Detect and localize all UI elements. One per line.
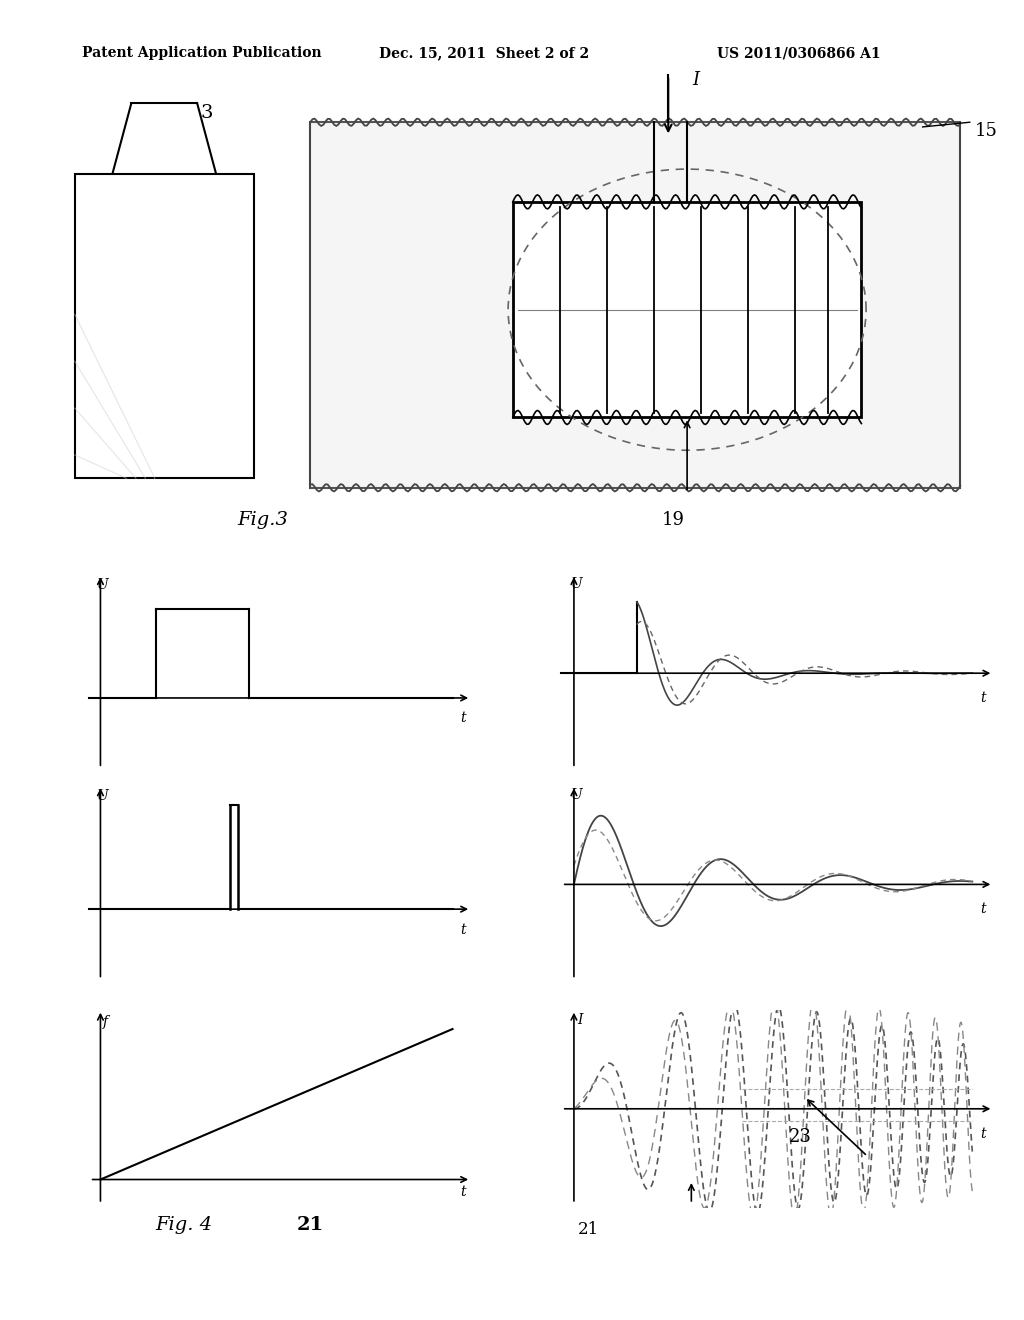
Text: 3: 3 <box>201 103 213 121</box>
Text: Fig.3: Fig.3 <box>238 511 289 529</box>
Text: I: I <box>692 71 699 88</box>
Bar <box>75 174 254 478</box>
Text: Dec. 15, 2011  Sheet 2 of 2: Dec. 15, 2011 Sheet 2 of 2 <box>379 46 589 61</box>
Text: U: U <box>96 789 109 803</box>
Text: I: I <box>578 1012 583 1027</box>
Bar <box>310 123 961 488</box>
Text: t: t <box>460 711 466 725</box>
Text: 21: 21 <box>579 1221 599 1238</box>
Text: 15: 15 <box>975 123 997 140</box>
Text: t: t <box>981 692 986 705</box>
Text: 19: 19 <box>662 511 684 529</box>
Text: Patent Application Publication: Patent Application Publication <box>82 46 322 61</box>
Text: Fig. 4: Fig. 4 <box>156 1216 213 1234</box>
Text: U: U <box>571 577 583 591</box>
Text: t: t <box>460 923 466 936</box>
Text: U: U <box>96 578 109 591</box>
Text: 23: 23 <box>788 1127 811 1146</box>
Text: U: U <box>571 788 583 803</box>
Text: t: t <box>981 903 986 916</box>
Text: f: f <box>103 1015 109 1028</box>
Text: 21: 21 <box>297 1216 325 1234</box>
Text: US 2011/0306866 A1: US 2011/0306866 A1 <box>717 46 881 61</box>
Text: t: t <box>460 1184 466 1199</box>
Text: t: t <box>981 1127 986 1140</box>
Bar <box>513 202 861 417</box>
